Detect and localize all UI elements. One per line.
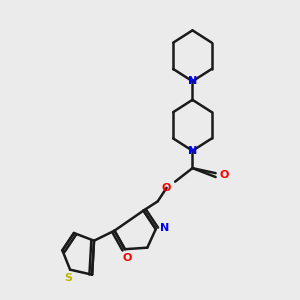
Text: O: O	[220, 170, 229, 180]
Text: O: O	[122, 253, 131, 263]
Text: N: N	[188, 146, 197, 156]
Text: O: O	[162, 183, 171, 193]
Text: N: N	[160, 224, 169, 233]
Text: N: N	[188, 76, 197, 86]
Text: S: S	[64, 273, 72, 283]
